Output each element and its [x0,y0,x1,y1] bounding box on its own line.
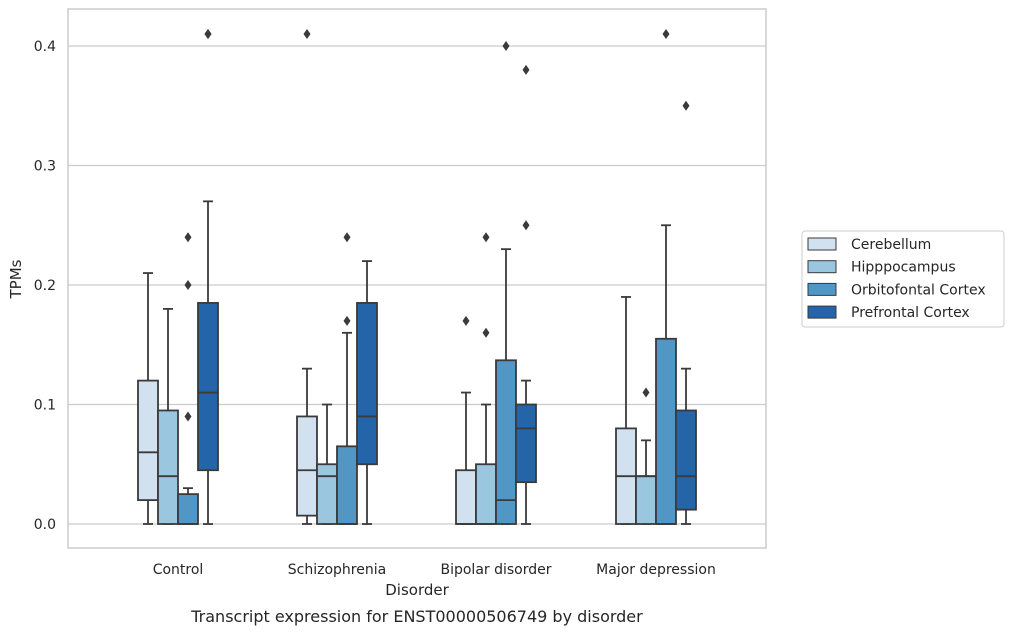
box-body [336,445,358,525]
box [296,367,318,525]
outlier-point [184,232,192,243]
legend-swatch [807,305,837,319]
x-tick-label: Bipolar disorder [440,562,551,578]
plot-area [137,29,697,525]
legend-swatch [807,237,837,251]
outlier-point [522,220,530,231]
outlier-point [522,64,530,75]
outlier-point [642,387,650,398]
box [655,224,677,525]
legend-label: Prefrontal Cortex [851,305,970,321]
box-body [635,475,657,525]
chart-title: Transcript expression for ENST0000050674… [190,607,643,626]
box-body [177,493,199,525]
box-body [356,302,378,466]
outlier-point [502,41,510,51]
legend-label: Cerebellum [851,237,931,253]
box-body [197,302,219,472]
outlier-point [482,327,490,338]
legend-label: Hipppocampus [851,260,956,276]
outlier-point [482,232,490,243]
x-axis-label: Disorder [385,581,449,599]
outlier-point [343,232,351,243]
legend-frame [801,230,1005,328]
box [316,403,338,525]
outlier-point [343,315,351,326]
outlier-point [184,411,192,422]
x-tick-label: Schizophrenia [288,562,386,578]
box [197,29,219,525]
outlier-point [204,29,212,40]
box [615,296,637,525]
y-tick-label: 0.2 [34,278,56,294]
box-body [475,463,497,525]
x-tick-label: Major depression [596,562,716,578]
box [157,307,179,525]
box [455,315,477,525]
box [515,64,537,525]
box [635,387,657,525]
outlier-point [682,100,690,111]
legend-swatch [807,282,837,296]
x-tick-label: Control [153,562,204,578]
plot-frame [67,8,767,549]
box-body [675,409,697,511]
y-tick-label: 0.1 [34,398,56,414]
y-axis-label: TPMs [7,259,25,299]
box-body [455,469,477,525]
box-body [137,379,159,502]
box [475,232,497,525]
legend-swatch [807,260,837,274]
box-body [655,337,677,525]
x-tick-labels: Control Schizophrenia Bipolar disorder Majo… [153,562,716,578]
box-body [316,463,338,525]
y-tick-labels: 0.0 0.1 0.2 0.3 0.4 [34,39,56,533]
box [675,100,697,525]
box [495,248,517,525]
box [336,232,358,525]
outlier-point [303,29,311,40]
box [137,272,159,525]
outlier-point [184,280,192,290]
legend-label: Orbitofontal Cortex [851,282,986,298]
y-tick-label: 0.0 [34,517,56,533]
legend: Cerebellum Hipppocampus Orbitofontal Corte… [801,230,1005,328]
box-body [157,409,179,525]
box [177,232,199,525]
box-body [296,415,318,517]
y-tick-label: 0.4 [34,39,56,55]
box-body [515,403,537,484]
outlier-point [662,29,670,40]
y-tick-label: 0.3 [34,159,56,175]
outlier-point [462,315,470,326]
box [356,260,378,525]
